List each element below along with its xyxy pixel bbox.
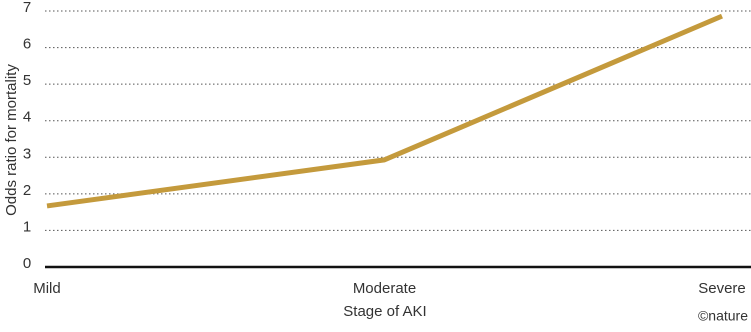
y-axis-label: Odds ratio for mortality: [3, 64, 20, 216]
y-tick-label: 1: [23, 218, 31, 235]
x-tick-label: Moderate: [353, 280, 416, 297]
y-tick-label: 7: [23, 0, 31, 16]
x-tick-label: Severe: [698, 280, 746, 297]
y-tick-label: 3: [23, 145, 31, 162]
x-axis-label: Stage of AKI: [343, 303, 426, 320]
y-tick-label: 0: [23, 255, 31, 272]
data-line: [46, 13, 723, 209]
x-tick-label: Mild: [33, 280, 61, 297]
y-tick-label: 4: [23, 109, 31, 126]
y-tick-label: 6: [23, 36, 31, 53]
credit: ©nature: [698, 308, 748, 324]
y-tick-label: 2: [23, 182, 31, 199]
y-tick-label: 5: [23, 72, 31, 89]
